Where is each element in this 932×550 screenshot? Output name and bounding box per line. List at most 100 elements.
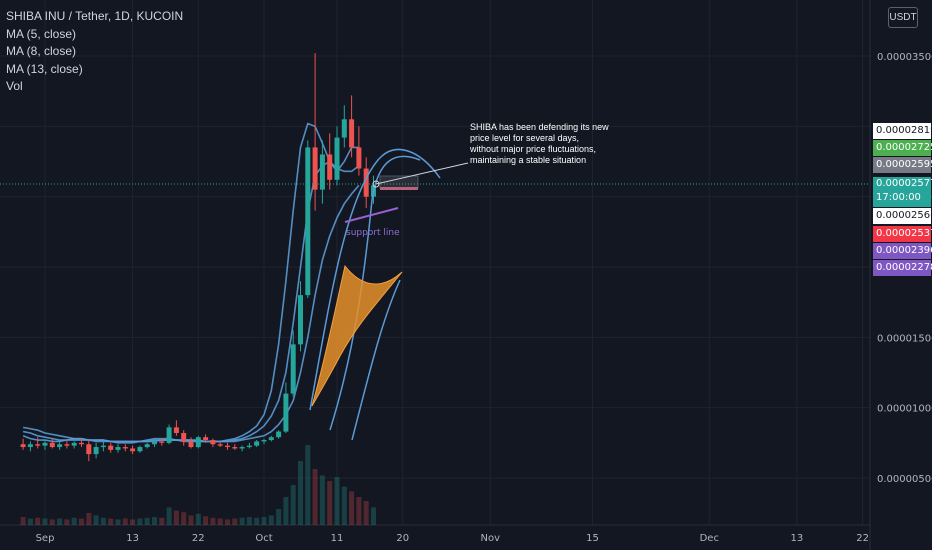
candle-body <box>327 154 333 180</box>
candle <box>188 437 194 449</box>
volume-bar <box>79 518 84 525</box>
currency-button[interactable]: USDT <box>888 7 918 28</box>
volume-bar <box>188 515 194 525</box>
volume-bar <box>115 519 121 525</box>
x-tick-label: 13 <box>126 533 139 544</box>
candle <box>144 442 150 449</box>
legend-vol[interactable]: Vol <box>6 79 23 93</box>
candle-body <box>188 441 194 448</box>
candle <box>93 442 99 459</box>
x-tick-label: Nov <box>481 533 501 544</box>
volume-bar <box>130 519 136 525</box>
annotation-line: maintaining a stable situation <box>470 155 586 165</box>
candle <box>341 105 347 148</box>
volume-bar <box>86 513 92 525</box>
volume-bar <box>334 477 340 525</box>
candle <box>27 441 33 452</box>
legend-ma8[interactable]: MA (8, close) <box>6 44 77 58</box>
volume-bar <box>232 518 238 525</box>
y-tick-label: 0.00003500 <box>877 52 932 63</box>
candle <box>298 281 303 352</box>
candle <box>305 140 311 298</box>
x-tick-label: Dec <box>700 533 719 544</box>
candle-body <box>35 444 41 446</box>
x-tick-label: 22 <box>856 533 869 544</box>
candle <box>122 444 128 452</box>
candle <box>49 438 55 449</box>
candle <box>283 382 289 433</box>
candle <box>42 440 48 450</box>
volume-bar <box>225 519 230 525</box>
volume-bar <box>341 486 347 525</box>
candle <box>327 133 333 190</box>
candle-body <box>93 447 99 455</box>
channel-mid-curve <box>329 155 421 431</box>
legend-ma13[interactable]: MA (13, close) <box>6 61 83 76</box>
x-tick-label: 13 <box>791 533 804 544</box>
price-tag: 0.00002725 <box>873 140 932 156</box>
candle-body <box>203 437 209 441</box>
volume-bar <box>93 515 99 525</box>
candle <box>261 438 267 445</box>
volume-bar <box>254 517 260 525</box>
volume-bar <box>144 517 150 525</box>
candle <box>173 420 179 436</box>
candle-body <box>254 441 260 446</box>
candle-body <box>225 445 230 448</box>
legend-symbol[interactable]: SHIBA INU / Tether, 1D, KUCOIN <box>6 9 184 23</box>
candle-body <box>137 447 143 452</box>
candle-body <box>356 147 362 169</box>
x-tick-label: 11 <box>331 533 344 544</box>
x-tick-label: Oct <box>255 533 272 544</box>
candle-body <box>195 437 201 448</box>
candle <box>217 441 223 448</box>
candle-body <box>290 344 296 394</box>
candle-body <box>166 427 172 443</box>
candle-body <box>246 445 252 448</box>
volume-bar <box>166 507 172 525</box>
volume-bar <box>137 518 143 525</box>
candle-body <box>283 393 289 432</box>
candle-body <box>42 442 48 446</box>
candle-body <box>232 447 238 449</box>
candle <box>319 140 325 204</box>
price-tag: 0.00002819 <box>873 123 932 139</box>
candle-body <box>71 442 77 446</box>
volume-bar <box>363 501 369 525</box>
candle-body <box>268 437 274 441</box>
candle-body <box>27 444 33 448</box>
volume-bar <box>152 517 157 525</box>
candle-body <box>261 440 267 442</box>
candle-body <box>217 444 223 446</box>
price-tag: 0.00002566 <box>873 208 932 224</box>
volume-bar <box>181 512 187 525</box>
legend-ma5[interactable]: MA (5, close) <box>6 26 77 41</box>
price-tag: 0.00002595 <box>873 157 932 173</box>
candle <box>268 435 274 442</box>
candle <box>137 445 143 453</box>
price-wedge <box>311 264 403 407</box>
volume-bar <box>349 491 355 525</box>
candle <box>276 430 282 439</box>
channel-upper-curve <box>309 148 441 411</box>
volume-bar <box>173 510 179 525</box>
x-tick-label: Sep <box>36 533 55 544</box>
volume-bar <box>371 507 376 525</box>
volume-bar <box>57 518 63 525</box>
candle-body <box>49 442 55 448</box>
volume-bar <box>356 497 362 525</box>
candle <box>254 440 260 448</box>
volume-bar <box>290 485 296 525</box>
candle <box>57 441 63 450</box>
candle-body <box>64 444 70 446</box>
candle-body <box>100 445 106 448</box>
price-range-marker <box>380 187 418 190</box>
candle <box>195 435 201 449</box>
x-tick-label: 22 <box>192 533 205 544</box>
candle-body <box>210 440 216 445</box>
volume-bar <box>276 509 282 525</box>
candle <box>334 126 340 186</box>
candle <box>64 440 70 449</box>
candle-body <box>334 137 340 180</box>
